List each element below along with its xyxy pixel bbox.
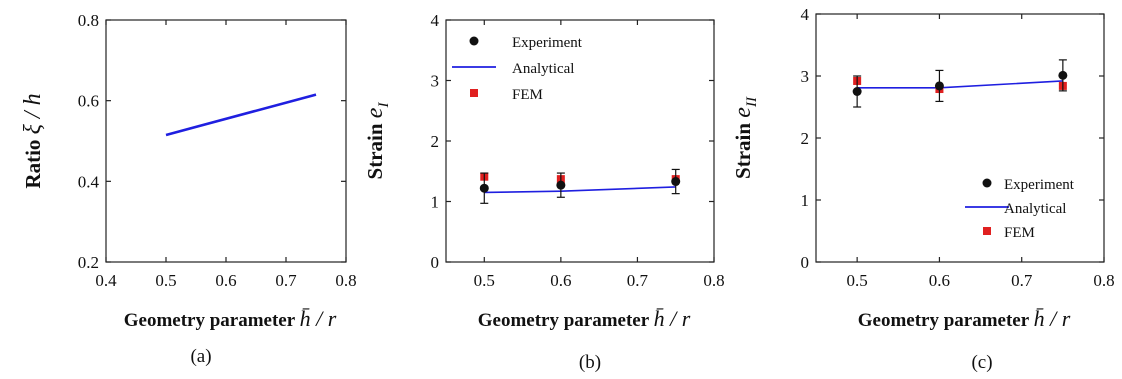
legend-label: Analytical — [512, 61, 574, 77]
legend-label: Experiment — [512, 35, 583, 51]
panel-b: 0.5 0.6 0.7 0.8 0 1 2 3 4 Geometry parameter h̄ /… — [362, 11, 725, 373]
x-tick-label: 0.4 — [95, 271, 117, 290]
y-axis-label-math: ξ / h — [20, 93, 46, 134]
legend-fem-marker — [983, 227, 991, 235]
plot-frame — [815, 13, 1105, 263]
y-tick-label: 4 — [431, 11, 440, 30]
experiment-point — [934, 81, 944, 91]
x-tick-label: 0.6 — [215, 271, 236, 290]
experiment-point — [1058, 70, 1068, 80]
analytical-line — [857, 80, 1063, 89]
y-tick-label: 1 — [431, 193, 440, 212]
analytical-line — [165, 93, 317, 137]
y-tick-label: 1 — [801, 191, 810, 210]
legend-experiment-marker — [982, 178, 992, 188]
x-tick-label: 0.7 — [1011, 271, 1033, 290]
panel-caption: (a) — [190, 346, 211, 367]
x-tick-label: 0.5 — [474, 271, 495, 290]
panel-caption: (c) — [971, 352, 992, 373]
legend: Experiment Analytical FEM — [452, 35, 583, 103]
experiment-point — [671, 177, 681, 187]
y-tick-label: 2 — [801, 129, 810, 148]
x-axis-label-text: Geometry parameter — [478, 310, 654, 331]
plot-frame — [445, 19, 715, 263]
experiment-point — [852, 87, 862, 96]
legend: Experiment Analytical FEM — [965, 177, 1075, 241]
y-tick-label: 0 — [801, 253, 810, 272]
legend-label: FEM — [1004, 225, 1035, 241]
plot-frame — [105, 19, 347, 263]
y-axis-label-text: Strain — [363, 118, 387, 179]
legend-experiment-marker — [469, 36, 479, 46]
x-axis-label-math: h̄ / r — [1034, 306, 1071, 331]
x-axis-label-math: h̄ / r — [654, 306, 691, 331]
x-tick-label: 0.8 — [335, 271, 356, 290]
y-axis-label-text: Strain — [731, 118, 755, 179]
y-axis-label: Ratio ξ / h — [20, 93, 46, 188]
x-tick-label: 0.8 — [703, 271, 724, 290]
x-tick-label: 0.6 — [550, 271, 571, 290]
y-tick-label: 2 — [431, 132, 440, 151]
x-tick-label: 0.7 — [275, 271, 297, 290]
y-tick-label: 0 — [431, 253, 440, 272]
y-tick-label: 0.4 — [78, 172, 100, 191]
y-axis-label-subscript: I — [376, 102, 392, 109]
y-axis-label: Strain eI — [362, 102, 392, 180]
x-axis-label: Geometry parameter h̄ / r — [478, 306, 691, 331]
experiment-point — [479, 183, 489, 193]
x-axis-label: Geometry parameter h̄ / r — [124, 306, 337, 331]
y-axis-label-math: e — [730, 107, 756, 118]
y-tick-label: 0.8 — [78, 11, 99, 30]
panel-c: 0.5 0.6 0.7 0.8 0 1 2 3 4 Geometry parameter h̄ /… — [730, 5, 1115, 373]
legend-label: FEM — [512, 87, 543, 103]
y-axis-label-text: Ratio — [21, 134, 45, 188]
legend-label: Experiment — [1004, 177, 1075, 193]
legend-label: Analytical — [1004, 201, 1066, 217]
x-tick-label: 0.5 — [155, 271, 176, 290]
y-tick-label: 4 — [801, 5, 810, 24]
y-tick-label: 0.2 — [78, 253, 99, 272]
y-axis-label-math: e — [362, 107, 388, 118]
x-axis-label-text: Geometry parameter — [858, 310, 1034, 331]
y-axis-label-subscript: II — [744, 96, 760, 108]
x-axis-label-math: h̄ / r — [300, 306, 337, 331]
x-tick-label: 0.6 — [929, 271, 950, 290]
legend-fem-marker — [470, 89, 478, 97]
x-tick-label: 0.8 — [1093, 271, 1114, 290]
panel-caption: (b) — [579, 352, 601, 373]
x-axis-label-text: Geometry parameter — [124, 310, 300, 331]
experiment-point — [556, 180, 566, 190]
x-axis-label: Geometry parameter h̄ / r — [858, 306, 1071, 331]
y-tick-label: 3 — [431, 72, 440, 91]
x-tick-label: 0.7 — [627, 271, 649, 290]
y-tick-label: 3 — [801, 67, 810, 86]
x-tick-label: 0.5 — [847, 271, 868, 290]
analytical-line — [484, 186, 676, 194]
y-axis-label: Strain eII — [730, 96, 760, 179]
y-tick-label: 0.6 — [78, 92, 99, 111]
